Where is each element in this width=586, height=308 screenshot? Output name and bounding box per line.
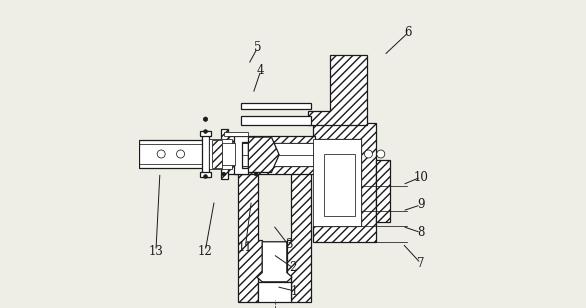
Bar (202, 131, 209, 177)
Bar (220, 129, 229, 179)
Text: 10: 10 (413, 171, 428, 184)
Bar (241, 103, 312, 109)
Polygon shape (222, 166, 315, 174)
Polygon shape (257, 242, 292, 282)
Circle shape (157, 150, 165, 158)
Circle shape (204, 130, 207, 133)
Polygon shape (308, 55, 367, 125)
Bar (241, 116, 312, 125)
Text: 7: 7 (417, 257, 425, 270)
Bar (258, 282, 291, 302)
Circle shape (364, 150, 373, 158)
Circle shape (222, 172, 226, 176)
Text: 11: 11 (238, 241, 253, 254)
Polygon shape (237, 139, 262, 302)
Text: 3: 3 (285, 238, 292, 251)
Polygon shape (313, 123, 376, 242)
Bar (222, 143, 236, 165)
Circle shape (204, 175, 207, 178)
Text: 2: 2 (289, 261, 297, 274)
Text: 4: 4 (257, 64, 264, 77)
Circle shape (254, 172, 258, 176)
Bar (224, 132, 248, 136)
Text: 5: 5 (254, 41, 261, 54)
Text: 9: 9 (417, 198, 425, 211)
Polygon shape (234, 136, 248, 174)
Bar (313, 139, 361, 226)
Circle shape (176, 150, 185, 158)
Polygon shape (287, 139, 312, 302)
Bar (229, 143, 313, 166)
Circle shape (377, 150, 385, 158)
Bar (209, 139, 232, 169)
Text: 1: 1 (291, 285, 298, 298)
Polygon shape (222, 136, 315, 143)
Bar (212, 140, 222, 168)
Text: 13: 13 (148, 245, 163, 257)
Bar (139, 140, 222, 168)
Polygon shape (248, 137, 279, 172)
Bar (200, 131, 211, 136)
Bar (200, 172, 211, 177)
Text: 12: 12 (198, 245, 213, 257)
Text: 8: 8 (417, 226, 424, 239)
Circle shape (203, 117, 207, 121)
Bar (324, 154, 355, 216)
Text: 6: 6 (405, 26, 412, 39)
Bar (376, 160, 390, 222)
